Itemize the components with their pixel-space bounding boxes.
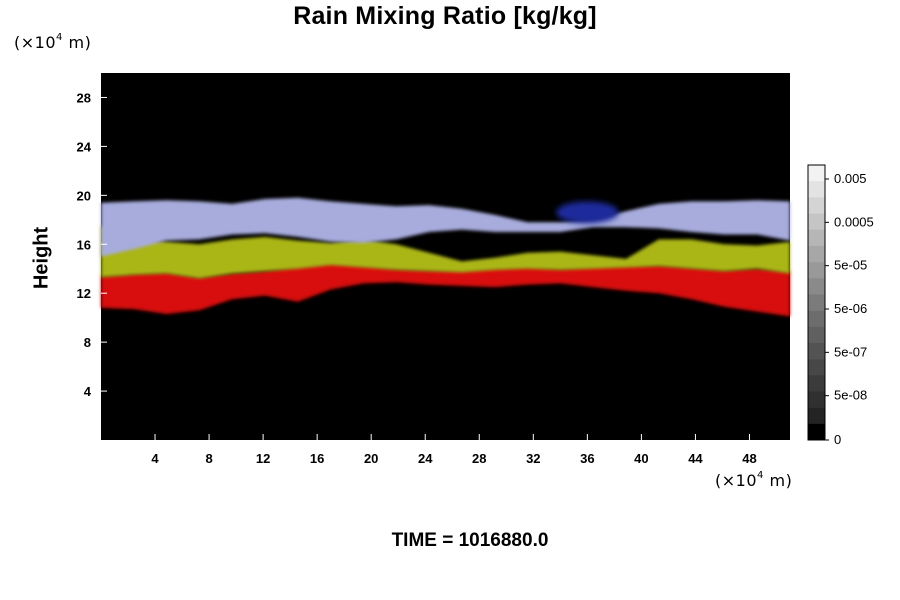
colorbar-label: 0.005 <box>834 171 867 186</box>
x-tick-label: 48 <box>742 451 756 466</box>
chart-title: Rain Mixing Ratio [kg/kg] <box>293 2 597 30</box>
y-tick-label: 12 <box>77 286 91 301</box>
y-unit-suffix: m) <box>62 33 92 52</box>
band-upper <box>101 197 790 257</box>
colorbar-swatch <box>808 391 825 408</box>
x-unit-suffix: m) <box>763 471 793 490</box>
colorbar-label: 5e-06 <box>834 301 867 316</box>
colorbar-swatch <box>808 294 825 311</box>
x-tick-label: 16 <box>310 451 324 466</box>
y-tick-label: 4 <box>84 384 92 399</box>
colorbar-label: 0 <box>834 432 841 447</box>
colorbar-swatch <box>808 359 825 376</box>
colorbar-swatch <box>808 407 825 425</box>
y-tick-label: 8 <box>84 335 91 350</box>
colorbar-label: 5e-07 <box>834 344 867 359</box>
colorbar-swatch <box>808 278 825 295</box>
colorbar-swatch <box>808 165 825 182</box>
blue-patch <box>556 201 619 224</box>
colorbar-swatch <box>808 262 825 279</box>
y-axis-unit: (×104 m) <box>14 31 92 52</box>
x-unit-exponent: 4 <box>757 469 764 481</box>
band-lower <box>101 262 790 317</box>
y-tick-label: 16 <box>77 237 91 252</box>
colorbar-swatch <box>808 213 825 231</box>
colorbar-swatch <box>808 181 825 198</box>
y-tick-label: 24 <box>77 139 92 154</box>
colorbar-swatch <box>808 423 825 441</box>
colorbar-swatch <box>808 310 825 328</box>
colorbar-swatch <box>808 245 825 263</box>
y-unit-exponent: 4 <box>56 31 63 43</box>
colorbar-swatch <box>808 342 825 360</box>
colorbar-frame <box>807 164 826 441</box>
colorbar-label: 5e-08 <box>834 388 867 403</box>
x-tick-label: 44 <box>688 451 703 466</box>
band-middle <box>101 225 790 279</box>
x-tick-label: 28 <box>472 451 486 466</box>
x-tick-label: 24 <box>418 451 433 466</box>
y-tick-label: 20 <box>77 188 91 203</box>
y-unit-prefix: (×10 <box>14 33 57 52</box>
x-tick-label: 20 <box>364 451 378 466</box>
x-tick-label: 32 <box>526 451 540 466</box>
y-tick-label: 28 <box>77 90 91 105</box>
x-tick-label: 8 <box>205 451 212 466</box>
colorbar-swatch <box>808 375 825 392</box>
x-tick-label: 40 <box>634 451 648 466</box>
colorbar-label: 5e-05 <box>834 258 867 273</box>
colorbar-swatch <box>808 229 825 247</box>
colorbar-label: 0.0005 <box>834 214 874 229</box>
colorbar-swatch <box>808 326 825 344</box>
x-axis-unit: (×104 m) <box>715 469 793 490</box>
x-unit-prefix: (×10 <box>715 471 758 490</box>
time-label: TIME = 1016880.0 <box>391 530 549 551</box>
x-tick-label: 4 <box>151 451 159 466</box>
colorbar-swatch <box>808 197 825 214</box>
x-tick-label: 12 <box>256 451 270 466</box>
x-tick-label: 36 <box>580 451 594 466</box>
